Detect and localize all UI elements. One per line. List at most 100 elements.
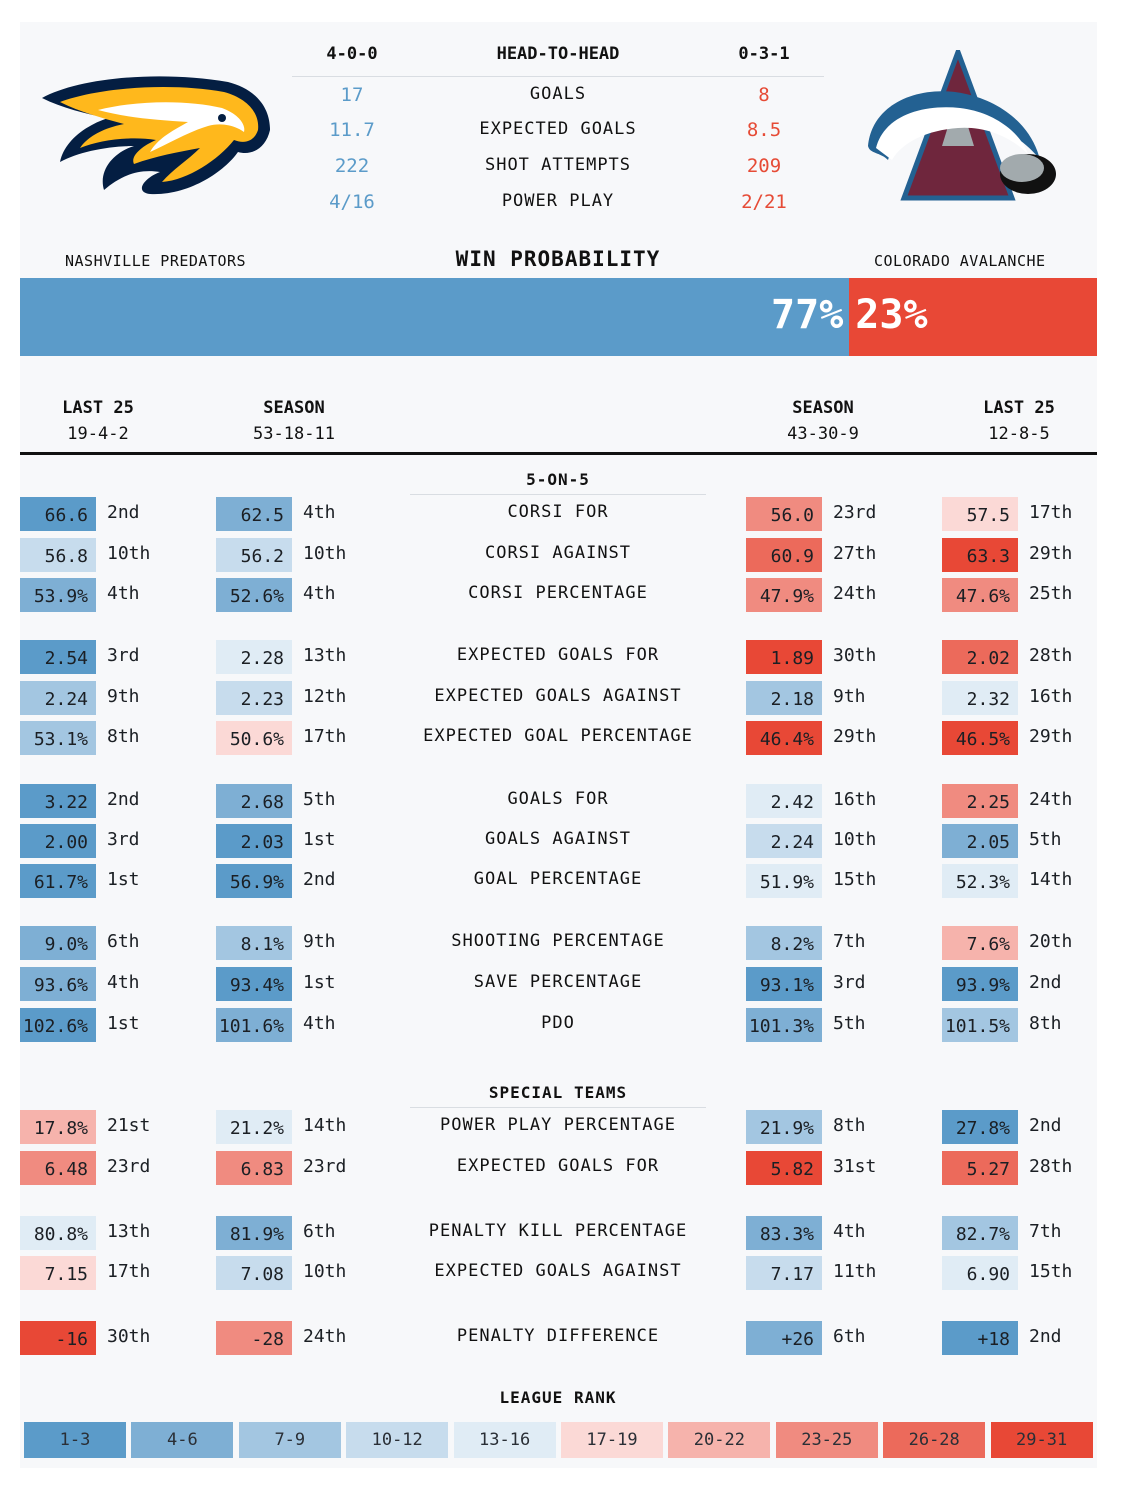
col-last25-rank: 15th <box>1029 1261 1073 1282</box>
col-season-rank: 3rd <box>833 972 866 993</box>
h2h-label-xg: EXPECTED GOALS <box>479 119 637 139</box>
nsh-last25-value: 61.7% <box>20 864 96 898</box>
col-h2h-record: 0-3-1 <box>738 44 790 64</box>
col-last25-value: 52.3% <box>942 864 1018 898</box>
col-last25-value: 2.02 <box>942 640 1018 674</box>
nsh-season-rank: 17th <box>303 726 347 747</box>
col-season-value: 2.24 <box>746 824 822 858</box>
nsh-last25-rank: 9th <box>107 686 140 707</box>
nsh-season-value: 2.68 <box>216 784 292 818</box>
col-season-rank: 9th <box>833 686 866 707</box>
legend-item: 23-25 <box>775 1422 878 1458</box>
col-last25-value: 27.8% <box>942 1110 1018 1144</box>
h2h-col-pp: 2/21 <box>741 191 787 213</box>
col-season-value: 46.4% <box>746 721 822 755</box>
metric-label: PENALTY DIFFERENCE <box>456 1326 660 1346</box>
nsh-season-value: 56.2 <box>216 538 292 572</box>
nsh-season-value: 6.83 <box>216 1151 292 1185</box>
nsh-last25-label: LAST 25 <box>62 398 134 418</box>
nsh-season-value: 7.08 <box>216 1256 292 1290</box>
nsh-last25-rank: 10th <box>107 543 151 564</box>
col-last25-rank: 2nd <box>1029 972 1062 993</box>
col-last25-rank: 7th <box>1029 1221 1062 1242</box>
nsh-last25-value: 2.54 <box>20 640 96 674</box>
nsh-last25-value: 7.15 <box>20 1256 96 1290</box>
col-last25-record: 12-8-5 <box>988 424 1050 444</box>
nsh-season-rank: 4th <box>303 502 336 523</box>
nsh-season-value: 52.6% <box>216 578 292 612</box>
col-season-value: 56.0 <box>746 497 822 531</box>
h2h-col-shots: 209 <box>746 155 782 177</box>
col-season-rank: 31st <box>833 1156 877 1177</box>
col-season-value: 2.18 <box>746 681 822 715</box>
col-season-rank: 5th <box>833 1013 866 1034</box>
col-season-record: 43-30-9 <box>787 424 859 444</box>
col-last25-rank: 20th <box>1029 931 1073 952</box>
col-last25-rank: 29th <box>1029 543 1073 564</box>
nsh-last25-value: 80.8% <box>20 1216 96 1250</box>
col-season-value: 8.2% <box>746 926 822 960</box>
col-last25-value: 5.27 <box>942 1151 1018 1185</box>
col-season-value: 7.17 <box>746 1256 822 1290</box>
matchup-card <box>20 22 1097 1468</box>
col-season-rank: 7th <box>833 931 866 952</box>
nsh-season-rank: 13th <box>303 645 347 666</box>
col-last25-value: 46.5% <box>942 721 1018 755</box>
col-last25-value: 7.6% <box>942 926 1018 960</box>
header-divider <box>20 452 1097 455</box>
col-season-value: 2.42 <box>746 784 822 818</box>
legend-item: 20-22 <box>668 1422 771 1458</box>
col-last25-rank: 14th <box>1029 869 1073 890</box>
h2h-col-xg: 8.5 <box>746 119 782 141</box>
nsh-last25-value: 2.24 <box>20 681 96 715</box>
nsh-season-value: 8.1% <box>216 926 292 960</box>
h2h-nsh-shots: 222 <box>334 155 370 177</box>
section-league-rank: LEAGUE RANK <box>499 1388 617 1407</box>
nsh-last25-rank: 3rd <box>107 645 140 666</box>
nsh-last25-rank: 1st <box>107 869 140 890</box>
col-last25-rank: 28th <box>1029 645 1073 666</box>
col-season-value: 1.89 <box>746 640 822 674</box>
nsh-season-value: -28 <box>216 1321 292 1355</box>
col-season-value: 51.9% <box>746 864 822 898</box>
col-last25-rank: 2nd <box>1029 1115 1062 1136</box>
col-last25-value: 2.05 <box>942 824 1018 858</box>
h2h-title: HEAD-TO-HEAD <box>496 44 620 64</box>
nsh-season-rank: 1st <box>303 972 336 993</box>
home-win-pct: 77% <box>771 292 844 338</box>
nsh-last25-value: 17.8% <box>20 1110 96 1144</box>
metric-label: PENALTY KILL PERCENTAGE <box>428 1221 688 1241</box>
col-last25-value: 93.9% <box>942 967 1018 1001</box>
nsh-season-value: 21.2% <box>216 1110 292 1144</box>
nsh-last25-rank: 2nd <box>107 502 140 523</box>
col-last25-value: +18 <box>942 1321 1018 1355</box>
nsh-season-rank: 9th <box>303 931 336 952</box>
nsh-last25-value: 66.6 <box>20 497 96 531</box>
col-season-rank: 23rd <box>833 502 877 523</box>
col-last25-rank: 28th <box>1029 1156 1073 1177</box>
col-last25-rank: 24th <box>1029 789 1073 810</box>
metric-label: SHOOTING PERCENTAGE <box>451 931 665 951</box>
col-last25-rank: 16th <box>1029 686 1073 707</box>
col-last25-rank: 8th <box>1029 1013 1062 1034</box>
col-season-rank: 27th <box>833 543 877 564</box>
col-season-value: +26 <box>746 1321 822 1355</box>
col-season-rank: 11th <box>833 1261 877 1282</box>
nsh-season-rank: 14th <box>303 1115 347 1136</box>
nsh-season-rank: 24th <box>303 1326 347 1347</box>
metric-label: CORSI PERCENTAGE <box>468 583 648 603</box>
legend-item: 13-16 <box>453 1422 556 1458</box>
nsh-season-value: 93.4% <box>216 967 292 1001</box>
avalanche-logo <box>868 50 1056 201</box>
nsh-last25-rank: 13th <box>107 1221 151 1242</box>
home-win-fill: 77% <box>20 278 850 356</box>
nsh-season-label: SEASON <box>263 398 325 418</box>
nsh-last25-value: 9.0% <box>20 926 96 960</box>
nsh-last25-value: 53.1% <box>20 721 96 755</box>
h2h-nsh-pp: 4/16 <box>329 191 375 213</box>
col-season-rank: 10th <box>833 829 877 850</box>
nsh-last25-rank: 6th <box>107 931 140 952</box>
nsh-last25-rank: 3rd <box>107 829 140 850</box>
nsh-season-rank: 1st <box>303 829 336 850</box>
metric-label: POWER PLAY PERCENTAGE <box>440 1115 676 1135</box>
